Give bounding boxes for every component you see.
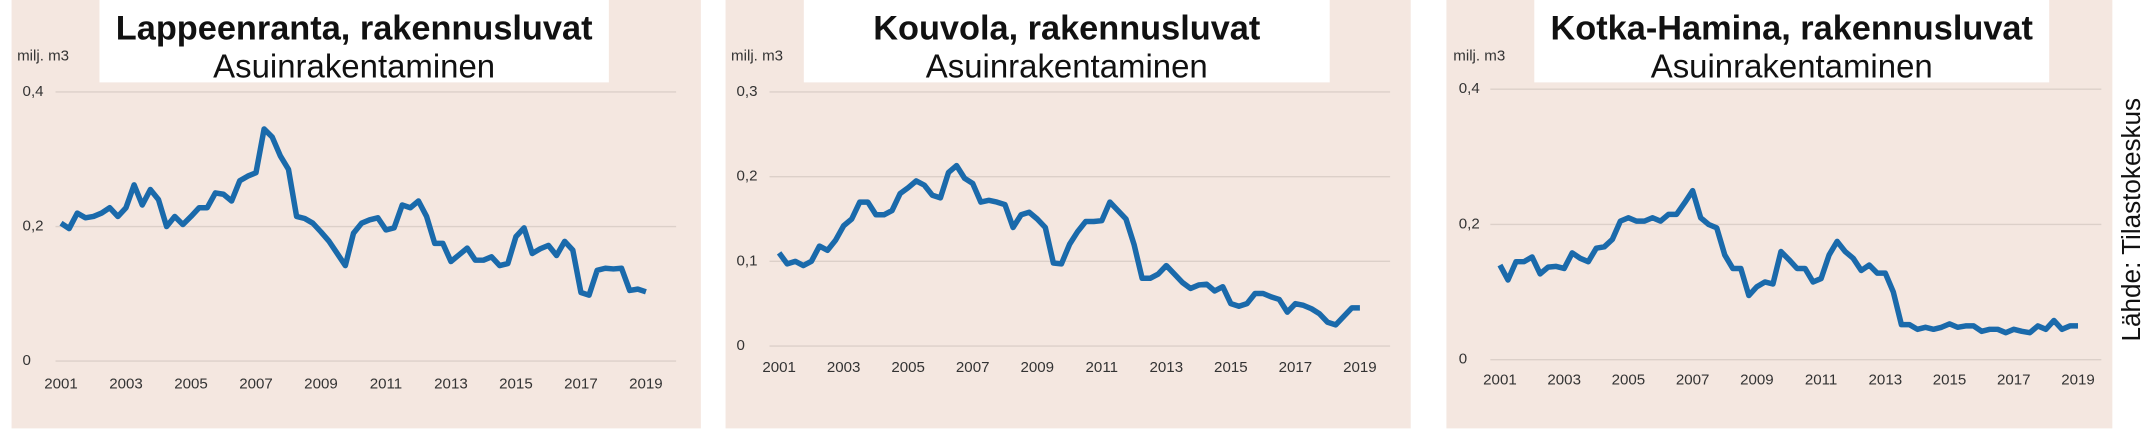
chart-subtitle: Asuinrakentaminen xyxy=(213,47,495,84)
data-line xyxy=(1497,187,2079,336)
x-tick-label: 2013 xyxy=(434,375,468,392)
y-tick-label: 0,2 xyxy=(1459,215,1480,232)
x-tick-label: 2019 xyxy=(629,375,663,392)
x-tick-label: 2013 xyxy=(1869,371,1903,388)
x-tick-label: 2005 xyxy=(891,359,925,376)
x-tick-label: 2015 xyxy=(499,375,533,392)
x-tick-label: 2011 xyxy=(370,375,402,392)
y-tick-label: 0,3 xyxy=(737,83,758,100)
title-box xyxy=(803,0,1330,83)
x-tick-label: 2011 xyxy=(1805,371,1837,388)
y-tick-label: 0 xyxy=(1459,351,1467,368)
data-line xyxy=(59,126,647,298)
y-axis-unit: milj. m3 xyxy=(17,47,69,64)
title-box xyxy=(99,0,609,83)
y-axis-unit: milj. m3 xyxy=(1453,47,1505,64)
x-tick-label: 2013 xyxy=(1150,359,1184,376)
x-tick-label: 2015 xyxy=(1214,359,1248,376)
title-box xyxy=(1534,0,2050,83)
y-tick-label: 0,2 xyxy=(23,218,44,235)
x-tick-label: 2005 xyxy=(174,375,208,392)
data-line xyxy=(776,162,1360,328)
chart-subtitle: Asuinrakentaminen xyxy=(1651,47,1933,84)
y-tick-label: 0,4 xyxy=(23,83,44,100)
x-tick-label: 2007 xyxy=(239,375,273,392)
chart-title: Lappeenranta, rakennusluvat xyxy=(116,9,593,47)
y-tick-label: 0,1 xyxy=(737,252,758,269)
x-tick-label: 2005 xyxy=(1612,371,1646,388)
x-tick-label: 2003 xyxy=(827,359,861,376)
chart-title: Kotka-Hamina, rakennusluvat xyxy=(1551,9,2033,47)
chart-subtitle: Asuinrakentaminen xyxy=(926,47,1208,84)
x-tick-label: 2017 xyxy=(564,375,598,392)
x-tick-label: 2003 xyxy=(109,375,143,392)
x-tick-label: 2001 xyxy=(44,375,78,392)
chart-title: Kouvola, rakennusluvat xyxy=(873,9,1260,47)
y-tick-label: 0,2 xyxy=(737,168,758,185)
y-tick-label: 0 xyxy=(737,337,745,354)
y-tick-label: 0 xyxy=(23,352,31,369)
x-tick-label: 2019 xyxy=(2061,371,2095,388)
x-tick-label: 2007 xyxy=(956,359,990,376)
chart-panel: Kotka-Hamina, rakennusluvatAsuinrakentam… xyxy=(1446,0,2113,429)
x-tick-label: 2003 xyxy=(1547,371,1581,388)
source: Lähde: Tilastokeskus xyxy=(2116,98,2146,342)
x-tick-label: 2017 xyxy=(1279,359,1313,376)
x-tick-label: 2017 xyxy=(1997,371,2031,388)
x-tick-label: 2009 xyxy=(1740,371,1774,388)
x-tick-label: 2001 xyxy=(762,359,796,376)
x-tick-label: 2011 xyxy=(1086,359,1118,376)
y-tick-label: 0,4 xyxy=(1459,80,1480,97)
x-tick-label: 2007 xyxy=(1676,371,1710,388)
x-tick-label: 2015 xyxy=(1933,371,1967,388)
x-tick-label: 2001 xyxy=(1483,371,1517,388)
x-tick-label: 2009 xyxy=(304,375,338,392)
chart-panel: Lappeenranta, rakennusluvatAsuinrakentam… xyxy=(11,0,701,429)
y-axis-unit: milj. m3 xyxy=(731,47,783,64)
x-tick-label: 2019 xyxy=(1343,359,1377,376)
x-tick-label: 2009 xyxy=(1020,359,1054,376)
